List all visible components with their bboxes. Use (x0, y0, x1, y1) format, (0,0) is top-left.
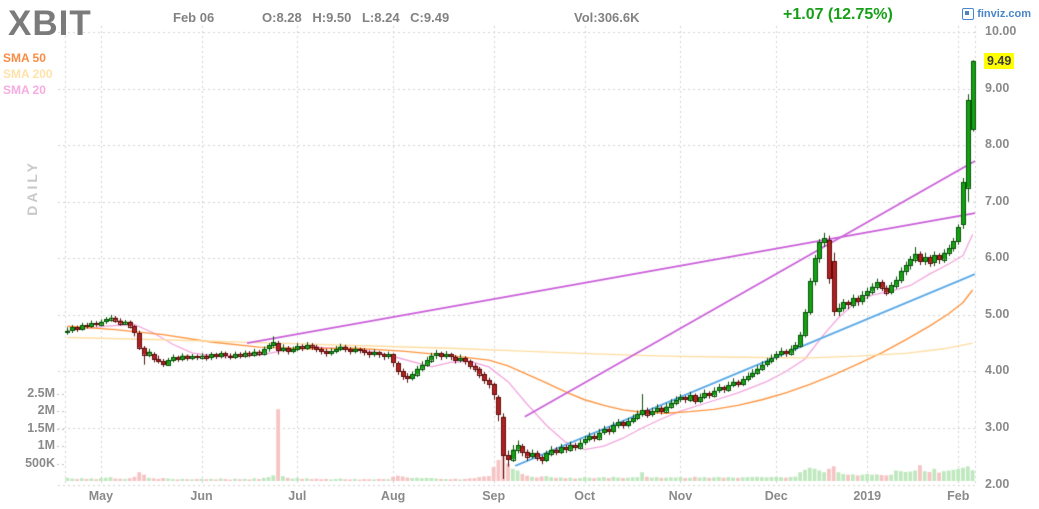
timeframe-label: DAILY (24, 160, 40, 216)
x-axis-label: 2019 (853, 489, 882, 503)
y-axis-label: 3.00 (985, 420, 1010, 435)
quote-volume: Vol:306.6K (574, 10, 640, 25)
y-axis-label: 2.00 (985, 476, 1010, 491)
x-axis-label: Sep (482, 489, 506, 503)
volume-axis-label: 1.5M (27, 420, 55, 435)
x-axis-label: Aug (380, 489, 406, 503)
volume-axis-label: 500K (25, 455, 55, 470)
quote-change: +1.07 (12.75%) (783, 6, 893, 23)
volume-axis-label: 2.5M (27, 385, 55, 400)
x-axis-label: May (88, 489, 114, 503)
y-axis-label: 7.00 (985, 193, 1010, 208)
y-axis-label: 8.00 (985, 137, 1010, 152)
finviz-link-label: finviz.com (977, 8, 1031, 20)
quote-ohlc: O:8.28 H:9.50 L:8.24 C:9.49 (262, 10, 450, 25)
sma-legend-item: SMA 20 (3, 83, 46, 97)
x-axis-label: Feb (947, 489, 970, 503)
sma-legend-item: SMA 50 (3, 51, 46, 65)
y-axis-label: 6.00 (985, 250, 1010, 265)
x-axis-label: Jul (288, 489, 307, 503)
volume-axis-label: 2M (37, 403, 55, 417)
y-axis-label: 9.00 (985, 80, 1010, 95)
x-axis-label: Dec (764, 489, 788, 503)
y-axis-label: 10.00 (985, 24, 1017, 38)
x-axis-label: Oct (574, 489, 596, 503)
finviz-link[interactable]: finviz.com (962, 8, 1031, 20)
x-axis-label: Nov (668, 489, 693, 503)
x-axis-label: Jun (190, 489, 213, 503)
sma-legend-item: SMA 200 (3, 67, 53, 81)
y-axis-label: 4.00 (985, 363, 1010, 378)
ticker-symbol: XBIT (8, 4, 92, 43)
quote-date: Feb 06 (173, 10, 215, 25)
y-axis-label: 5.00 (985, 306, 1010, 321)
volume-axis-label: 1M (37, 438, 55, 452)
finviz-logo-icon (962, 8, 975, 20)
last-price-badge: 9.49 (984, 52, 1015, 69)
